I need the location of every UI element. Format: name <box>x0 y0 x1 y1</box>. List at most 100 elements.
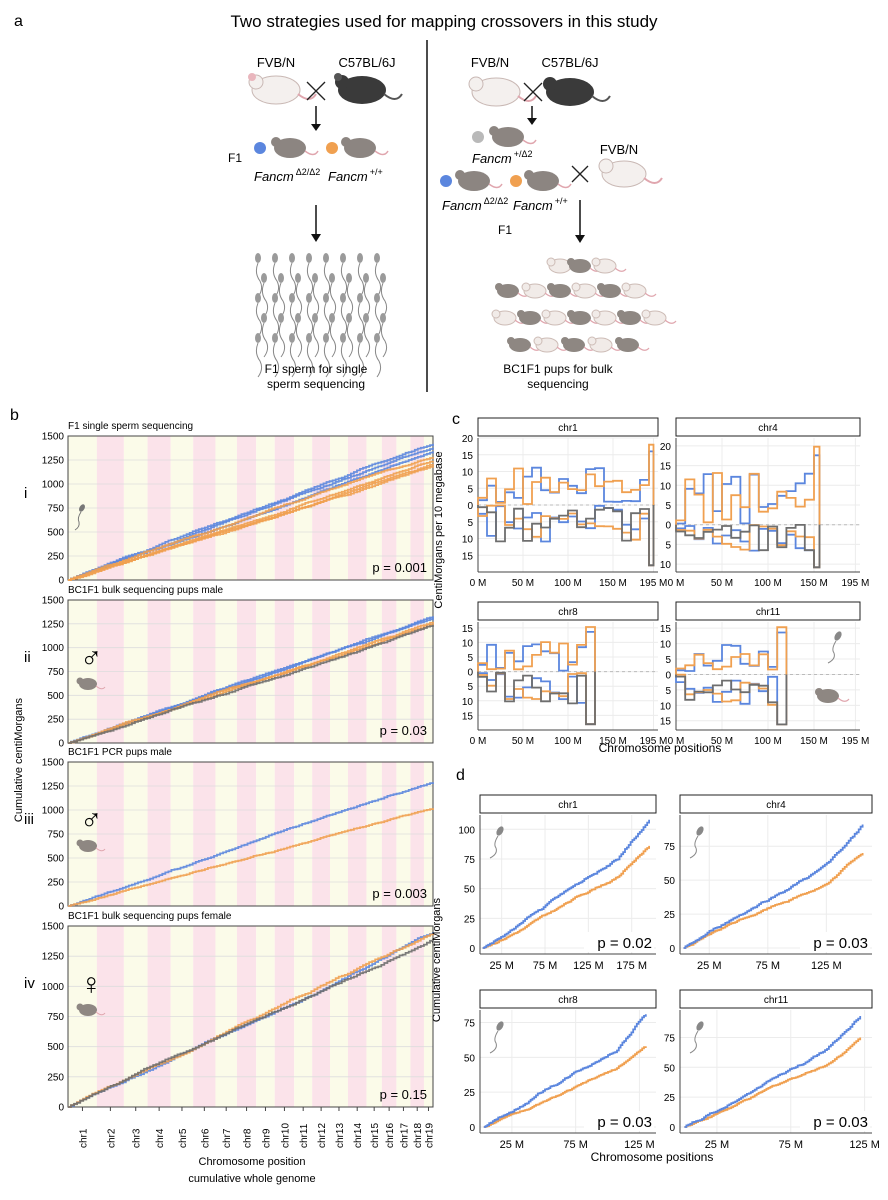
het-dot-icon <box>472 131 484 143</box>
series-line-wildtype <box>684 1037 862 1128</box>
panel-b-i-plot: F1 single sperm sequencing 0 250 500 750 1000… <box>24 421 434 587</box>
y-tick-label: 500 <box>47 854 64 865</box>
y-tick-label: 25 <box>664 1093 676 1104</box>
y-tick-label: 10 <box>462 638 474 649</box>
series-line-mutant <box>68 782 434 907</box>
y-tick-label: 0 <box>665 670 671 681</box>
sperm-icon <box>295 273 303 318</box>
y-tick-label: 100 <box>458 825 475 836</box>
down-arrow-icon <box>311 205 321 242</box>
sperm-illustration <box>255 253 388 378</box>
mouse-icon <box>815 688 850 703</box>
panel-b-iii-plot: BC1F1 PCR pups male 0 250 500 750 1000 1250 150… <box>24 747 434 913</box>
y-tick-label: 500 <box>47 691 64 702</box>
y-tick-label: 10 <box>462 697 474 708</box>
x-tick-label: chr16 <box>385 1123 396 1148</box>
sperm-icon <box>289 293 297 338</box>
series-line-mutant <box>68 443 434 581</box>
x-tick-label: 195 M <box>842 736 870 747</box>
cross-icon <box>306 81 326 101</box>
y-tick-label: 0 <box>58 1103 64 1114</box>
left-mouse-f1-wt <box>341 137 389 158</box>
y-tick-label: 15 <box>462 551 474 562</box>
p-value-label: p = 0.03 <box>813 935 868 952</box>
sperm-icon <box>278 313 286 358</box>
x-tick-label: 0 M <box>470 736 487 747</box>
male-symbol-icon: ♂ <box>80 642 103 675</box>
cross-icon <box>571 165 589 183</box>
series-step-het <box>477 671 596 726</box>
panel-b-ylabel: Cumulative centiMorgans <box>13 697 25 822</box>
sperm-icon <box>272 293 280 338</box>
y-tick-label: 75 <box>664 842 676 853</box>
right-backcross-label: FVB/N <box>600 142 638 157</box>
right-geno-het: Fancm +/Δ2 <box>472 149 533 166</box>
p-value-label: p = 0.02 <box>597 935 652 952</box>
y-tick-label: 1000 <box>42 480 65 491</box>
y-tick-label: 0 <box>467 501 473 512</box>
y-tick-label: 500 <box>47 528 64 539</box>
sperm-icon <box>278 273 286 318</box>
p-value-backdrop <box>584 932 654 952</box>
sperm-icon <box>489 826 504 859</box>
sperm-icon <box>689 1021 704 1054</box>
wildtype-dot-icon <box>510 175 522 187</box>
series-step-wildtype <box>675 445 821 525</box>
y-tick-label: 250 <box>47 715 64 726</box>
y-tick-label: 5 <box>467 682 473 693</box>
x-tick-label: 75 M <box>779 1139 803 1151</box>
y-tick-label: 0 <box>469 1123 475 1134</box>
facet-title: chr4 <box>766 800 786 811</box>
y-tick-label: 15 <box>660 462 672 473</box>
sperm-icon <box>340 333 348 378</box>
pup-icon <box>517 310 552 325</box>
sperm-icon <box>261 313 269 358</box>
sperm-icon <box>689 826 704 859</box>
pup-icon <box>533 336 569 353</box>
mutant-dot-icon <box>254 142 266 154</box>
panel-a-letter: a <box>14 13 23 30</box>
panel-d-letter: d <box>456 767 465 784</box>
y-tick-label: 5 <box>467 518 473 529</box>
right-mouse-fvb-backcross <box>598 158 663 188</box>
p-value-label: p = 0.03 <box>380 723 427 738</box>
y-tick-label: 0 <box>669 1123 675 1134</box>
y-tick-label: 25 <box>464 914 476 925</box>
y-tick-label: 250 <box>47 1072 64 1083</box>
x-tick-label: 125 M <box>624 1139 655 1151</box>
y-tick-label: 0 <box>58 739 64 750</box>
sperm-icon <box>289 253 297 298</box>
pup-icon <box>615 337 650 352</box>
series-step-wildtype <box>675 626 788 675</box>
wildtype-dot-icon <box>326 142 338 154</box>
x-tick-label: chr10 <box>280 1123 291 1148</box>
x-tick-label: chr14 <box>353 1123 364 1148</box>
sperm-icon <box>380 273 388 318</box>
series-line-wildtype <box>68 457 434 581</box>
left-parent2-label: C57BL/6J <box>338 55 395 70</box>
down-arrow-icon <box>527 106 537 125</box>
mouse-icon <box>76 677 106 690</box>
x-tick-label: 150 M <box>800 736 828 747</box>
left-caption-line2: sperm sequencing <box>267 377 365 391</box>
sperm-icon <box>255 293 263 338</box>
x-tick-label: chr4 <box>155 1128 166 1148</box>
p-value-label: p = 0.03 <box>597 1114 652 1131</box>
pup-icon <box>491 309 527 326</box>
y-tick-label: 10 <box>660 640 672 651</box>
right-caption-line2: sequencing <box>527 377 588 391</box>
facet-header <box>679 794 873 814</box>
right-f1-label: F1 <box>498 223 512 237</box>
y-tick-label: 15 <box>462 451 474 462</box>
facet-header <box>477 601 659 621</box>
x-tick-label: chr15 <box>370 1123 381 1148</box>
y-tick-label: 0 <box>58 576 64 587</box>
facet-title: chr8 <box>558 607 578 618</box>
facet-title: chr11 <box>764 995 789 1006</box>
series-step-het <box>675 674 788 726</box>
x-tick-label: 150 M <box>599 736 627 747</box>
x-tick-label: 75 M <box>756 960 780 972</box>
pup-icon <box>541 309 577 326</box>
